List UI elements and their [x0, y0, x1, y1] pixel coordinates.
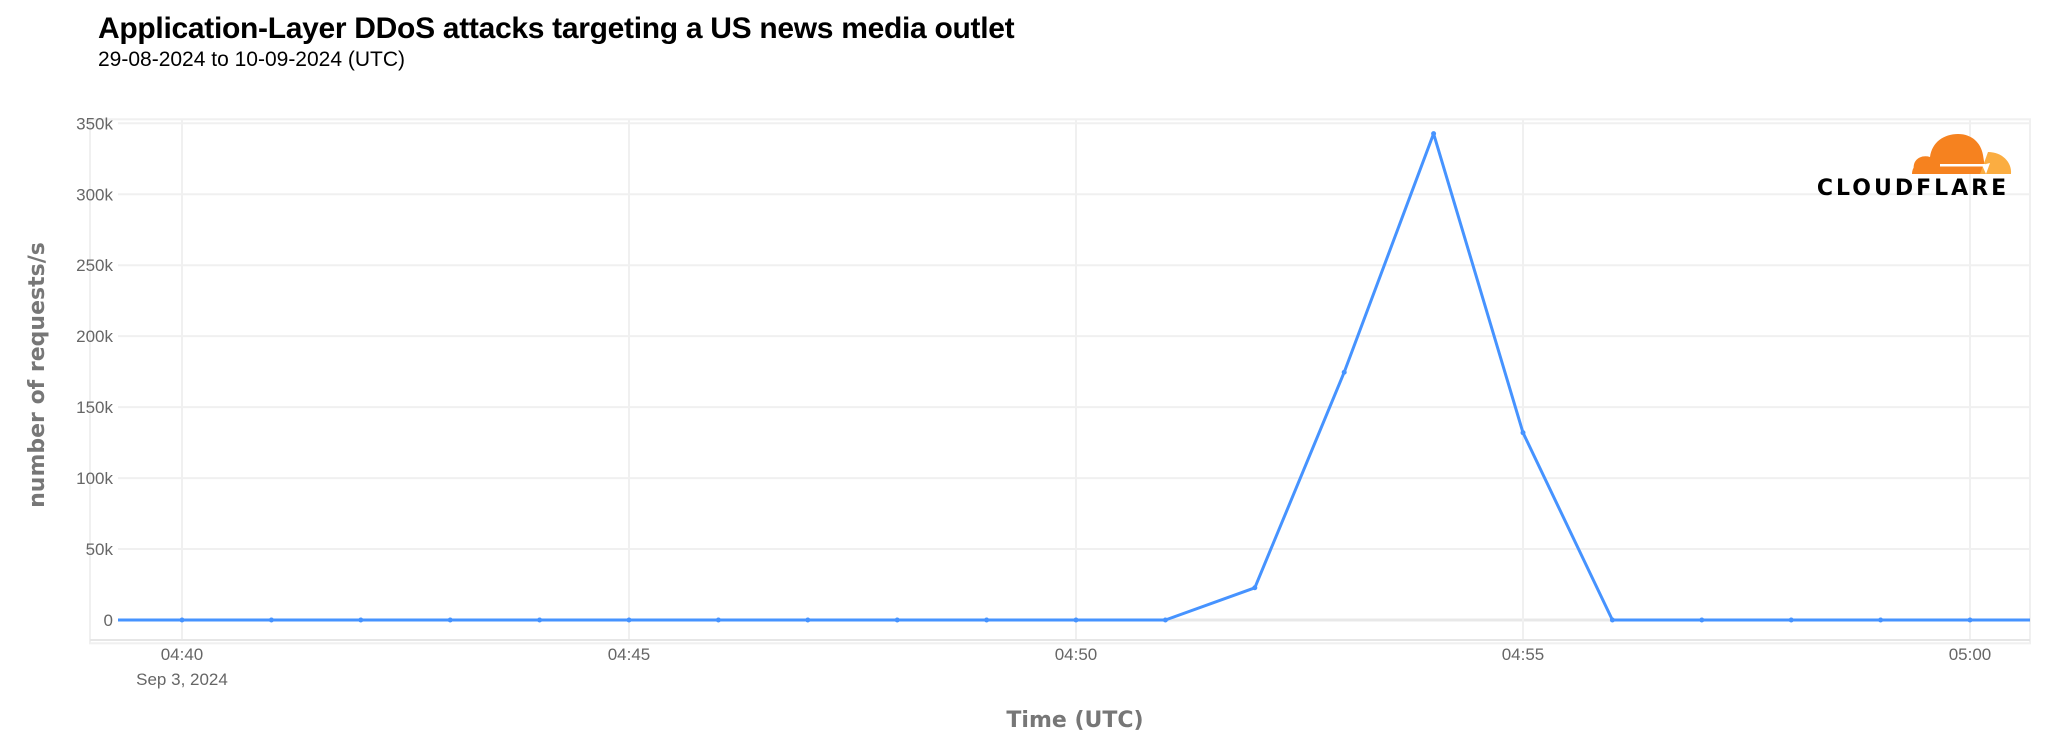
y-tick-label: 250k [76, 256, 113, 275]
data-point [626, 617, 632, 623]
x-tick-label: 04:50 [1055, 645, 1098, 664]
x-date-label: Sep 3, 2024 [136, 670, 228, 689]
data-point [894, 617, 900, 623]
series-line [118, 132, 2030, 622]
y-tick-label: 50k [86, 540, 114, 559]
data-point [1699, 617, 1705, 623]
x-axis-ticks: 04:40 04:45 04:50 04:55 05:00 [161, 645, 1992, 664]
x-axis-label: Time (UTC) [1006, 708, 1143, 733]
data-point [537, 617, 543, 623]
data-point [1609, 617, 1615, 623]
grid [89, 118, 2031, 645]
y-tick-label: 0 [104, 611, 113, 630]
data-point [1162, 617, 1168, 623]
y-tick-label: 300k [76, 185, 113, 204]
data-point [715, 617, 721, 623]
data-point [358, 617, 364, 623]
x-tick-label: 04:45 [608, 645, 651, 664]
logo-text: CLOUDFLARE [1816, 176, 2010, 201]
data-point [1788, 617, 1794, 623]
data-point [1878, 617, 1884, 623]
data-point [1431, 131, 1437, 137]
data-point [1341, 369, 1347, 375]
series-group [118, 131, 2030, 623]
y-tick-label: 100k [76, 469, 113, 488]
data-point [1073, 617, 1079, 623]
series-layer [118, 131, 2030, 623]
y-tick-label: 350k [76, 114, 113, 133]
data-point [1252, 585, 1258, 591]
data-point [268, 617, 274, 623]
y-tick-label: 200k [76, 327, 113, 346]
cloudflare-logo: CLOUDFLARE [1810, 128, 2016, 206]
y-tick-label: 150k [76, 398, 113, 417]
x-tick-label: 05:00 [1949, 645, 1992, 664]
x-tick-label: 04:55 [1502, 645, 1545, 664]
cloud-icon [1912, 134, 2012, 174]
data-point [1520, 430, 1526, 436]
data-point [984, 617, 990, 623]
data-point [805, 617, 811, 623]
data-point [447, 617, 453, 623]
x-tick-label: 04:40 [161, 645, 204, 664]
y-axis-label: number of requests/s [25, 242, 50, 508]
data-point [179, 617, 185, 623]
chart-title: Application-Layer DDoS attacks targeting… [98, 12, 1015, 45]
chart-subtitle: 29-08-2024 to 10-09-2024 (UTC) [98, 48, 406, 71]
data-point [1967, 617, 1973, 623]
plot-frame [89, 118, 2031, 645]
y-axis-ticks: 0 50k 100k 150k 200k 250k 300k 350k [76, 114, 113, 630]
